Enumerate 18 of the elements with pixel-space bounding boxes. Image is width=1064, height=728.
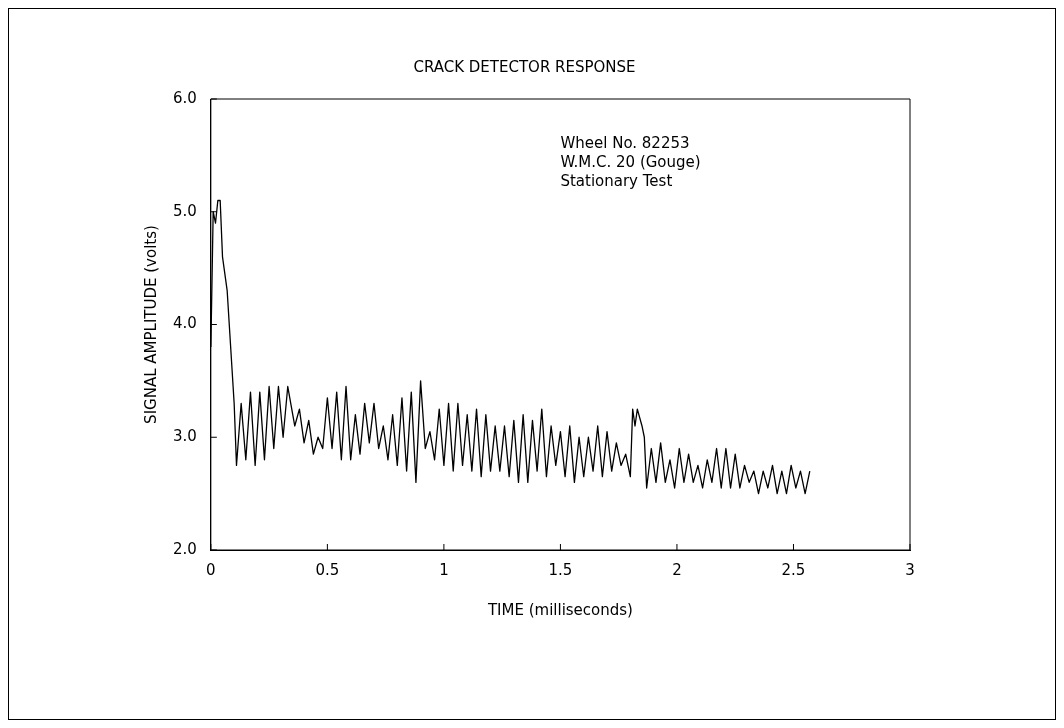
x-tick-label: 2 xyxy=(672,560,682,579)
x-tick-label: 3 xyxy=(905,560,915,579)
x-tick-label: 2.5 xyxy=(781,560,806,579)
y-tick-label: 3.0 xyxy=(173,427,197,446)
x-tick-label: 0 xyxy=(206,560,216,579)
annotation: W.M.C. 20 (Gouge) xyxy=(560,153,701,172)
y-tick-label: 5.0 xyxy=(173,201,197,220)
y-tick-label: 2.0 xyxy=(173,539,197,558)
x-tick-label: 0.5 xyxy=(315,560,340,579)
x-axis-title: TIME (milliseconds) xyxy=(486,600,633,619)
y-tick-label: 6.0 xyxy=(173,88,197,107)
annotation: Stationary Test xyxy=(560,172,673,191)
x-tick-label: 1.5 xyxy=(548,560,573,579)
chart-title: CRACK DETECTOR RESPONSE xyxy=(413,57,636,76)
annotation: Wheel No. 82253 xyxy=(560,134,690,153)
x-tick-label: 1 xyxy=(439,560,449,579)
y-axis-title: SIGNAL AMPLITUDE (volts) xyxy=(141,225,160,424)
y-tick-label: 4.0 xyxy=(173,314,197,333)
